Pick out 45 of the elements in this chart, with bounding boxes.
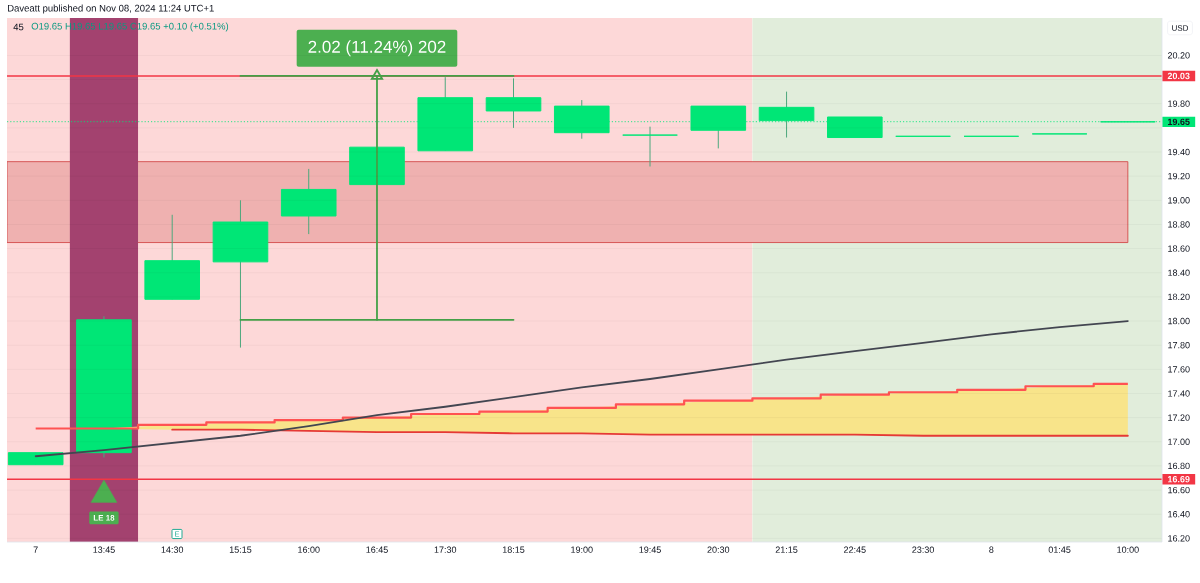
y-tick-label: 16.60 bbox=[1168, 486, 1190, 494]
y-tick-label: 16.20 bbox=[1168, 535, 1190, 542]
y-tick-label: 16.80 bbox=[1168, 462, 1190, 470]
x-tick-label: 01:45 bbox=[1048, 546, 1071, 553]
annotation: 2.02 (11.24%) 202 bbox=[308, 40, 446, 57]
y-tick-label: 19.40 bbox=[1168, 148, 1190, 156]
y-tick-label: 18.20 bbox=[1168, 293, 1190, 301]
x-tick-label: 18:15 bbox=[502, 546, 525, 553]
x-tick-label: 22:45 bbox=[844, 546, 866, 553]
y-tick-label: 17.20 bbox=[1168, 414, 1190, 421]
annotation: LE 18 bbox=[93, 515, 115, 521]
x-tick-label: 10:00 bbox=[1117, 546, 1139, 553]
x-tick-label: 21:15 bbox=[775, 546, 798, 553]
y-tick-label: 17.00 bbox=[1168, 438, 1190, 445]
y-tick-label: 17.40 bbox=[1168, 390, 1190, 397]
y-tick-label: 18.60 bbox=[1168, 245, 1190, 252]
x-tick-label: 20:30 bbox=[707, 546, 730, 553]
x-tick-label: 16:00 bbox=[298, 546, 320, 553]
ref-line-label: 19.65 bbox=[1167, 118, 1190, 126]
x-tick-label: 14:30 bbox=[161, 546, 184, 553]
x-tick-label: 16:45 bbox=[366, 546, 388, 553]
x-tick-label: 19:45 bbox=[639, 546, 661, 553]
y-tick-label: 18.00 bbox=[1168, 317, 1190, 325]
ref-line-label: 20.03 bbox=[1167, 72, 1190, 80]
chart-title: 45 bbox=[13, 23, 24, 31]
y-tick-label: 16.40 bbox=[1168, 511, 1190, 518]
text: Daveatt published on Nov 08, 2024 11:24 UTC+1 bbox=[8, 4, 214, 14]
ref-line-label: 16.69 bbox=[1167, 476, 1190, 483]
y-tick-label: 18.40 bbox=[1168, 269, 1190, 276]
y-axis-title: USD bbox=[1172, 25, 1189, 31]
y-tick-label: 17.80 bbox=[1168, 341, 1190, 349]
x-tick-label: 8 bbox=[989, 546, 994, 553]
x-tick-label: 17:30 bbox=[434, 546, 457, 553]
x-tick-label: 13:45 bbox=[93, 546, 115, 553]
candlestick bbox=[622, 126, 678, 167]
y-tick-label: 17.60 bbox=[1168, 366, 1190, 373]
y-tick-label: 18.80 bbox=[1168, 221, 1190, 228]
y-tick-label: 19.80 bbox=[1168, 100, 1190, 107]
y-tick-label: 19.00 bbox=[1168, 197, 1190, 204]
y-tick-label: 20.20 bbox=[1167, 52, 1190, 59]
y-tick-label: 19.20 bbox=[1168, 172, 1190, 180]
x-tick-label: 23:30 bbox=[912, 546, 934, 553]
x-tick-label: 15:15 bbox=[229, 546, 252, 553]
x-tick-label: 19:00 bbox=[571, 546, 593, 553]
x-tick-label: 7 bbox=[33, 546, 38, 553]
